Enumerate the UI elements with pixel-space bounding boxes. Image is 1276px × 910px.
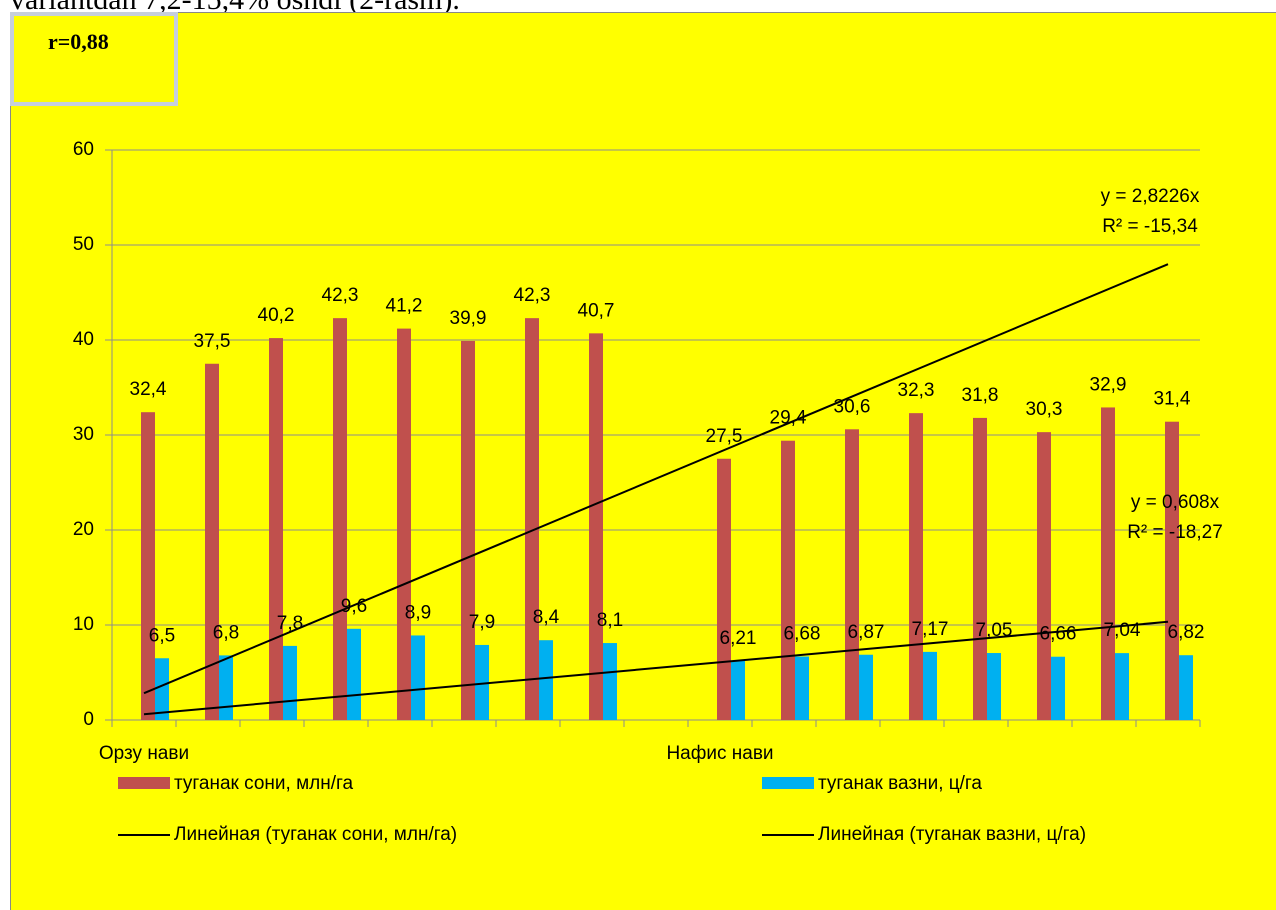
legend-swatch: [762, 777, 814, 789]
bar: [205, 363, 219, 720]
value-label: 6,87: [848, 622, 885, 643]
bar: [525, 318, 539, 720]
bar: [347, 628, 361, 720]
bar: [1165, 421, 1179, 720]
legend-label: туганак сони, млн/га: [174, 773, 354, 794]
bar: [845, 429, 859, 720]
bar: [141, 412, 155, 720]
value-label: 7,9: [469, 612, 495, 633]
bar: [461, 340, 475, 720]
value-label: 8,4: [533, 607, 560, 628]
value-label: 6,82: [1168, 622, 1205, 643]
value-label: 40,7: [578, 300, 615, 321]
value-label: 8,9: [405, 602, 431, 623]
value-label: 40,2: [258, 305, 295, 326]
value-label: 6,8: [213, 622, 239, 643]
bar: [1037, 432, 1051, 720]
value-label: 6,66: [1040, 624, 1077, 645]
value-label: 42,3: [514, 285, 551, 306]
value-label: 39,9: [450, 308, 487, 329]
bar: [717, 458, 731, 720]
value-label: 31,4: [1154, 389, 1191, 410]
bar: [283, 645, 297, 720]
legend-swatch: [118, 777, 170, 789]
trendline: [143, 620, 1169, 716]
trend-r2: R² = -18,27: [1127, 522, 1223, 543]
annotation: r=0,88: [48, 29, 109, 54]
header-text: variantdan 7,2-15,4% oshdi (2-rasm).: [10, 0, 460, 16]
annotation-box: [10, 12, 178, 106]
bar: [987, 653, 1001, 720]
value-label: 31,8: [962, 385, 999, 406]
y-tick-label: 40: [73, 329, 94, 350]
bar: [219, 655, 233, 720]
y-tick-label: 20: [73, 519, 94, 540]
bar: [603, 643, 617, 720]
y-tick-label: 50: [73, 234, 94, 255]
bar: [1101, 407, 1115, 720]
bar: [269, 338, 283, 720]
bar: [155, 658, 169, 720]
bar: [333, 318, 347, 720]
legend-label: туганак вазни, ц/га: [818, 773, 982, 794]
bar: [475, 644, 489, 720]
value-label: 7,17: [912, 619, 949, 640]
trend-r2: R² = -15,34: [1102, 216, 1198, 237]
value-label: 32,3: [898, 380, 935, 401]
x-tick-label: Нафис нави: [666, 743, 773, 764]
bar: [397, 328, 411, 720]
y-tick-label: 0: [83, 709, 94, 730]
value-label: 7,04: [1104, 620, 1141, 641]
bar: [1115, 653, 1129, 720]
value-label: 30,6: [834, 396, 871, 417]
bar: [589, 333, 603, 720]
legend-label: Линейная (туганак сони, млн/га): [174, 824, 457, 845]
bar: [1051, 656, 1065, 720]
value-label: 9,6: [341, 596, 367, 617]
value-label: 6,68: [784, 624, 821, 645]
x-tick-label: Орзу нави: [99, 743, 189, 764]
y-tick-label: 30: [73, 424, 94, 445]
trend-equation: y = 0,608x: [1131, 492, 1220, 513]
value-label: 29,4: [770, 408, 807, 429]
value-label: 7,8: [277, 613, 303, 634]
value-label: 32,4: [130, 379, 167, 400]
value-label: 27,5: [706, 426, 743, 447]
bar: [1179, 655, 1193, 720]
y-tick-label: 10: [73, 614, 94, 635]
bar: [539, 640, 553, 720]
value-label: 41,2: [386, 296, 423, 317]
value-label: 42,3: [322, 285, 359, 306]
value-label: 8,1: [597, 610, 623, 631]
y-tick-label: 60: [73, 139, 94, 160]
value-label: 37,5: [194, 331, 231, 352]
value-label: 6,21: [720, 628, 757, 649]
bar: [923, 651, 937, 720]
value-label: 30,3: [1026, 399, 1063, 420]
bar: [731, 661, 745, 720]
bar: [909, 413, 923, 720]
chart-area: [10, 12, 1276, 910]
bar: [781, 440, 795, 720]
bar: [411, 635, 425, 720]
bar: [859, 654, 873, 720]
value-label: 6,5: [149, 625, 175, 646]
value-label: 32,9: [1090, 374, 1127, 395]
bar: [973, 417, 987, 720]
trendline: [143, 263, 1169, 695]
bar: [795, 656, 809, 720]
legend-label: Линейная (туганак вазни, ц/га): [818, 824, 1086, 845]
trend-equation: y = 2,8226x: [1101, 186, 1200, 207]
